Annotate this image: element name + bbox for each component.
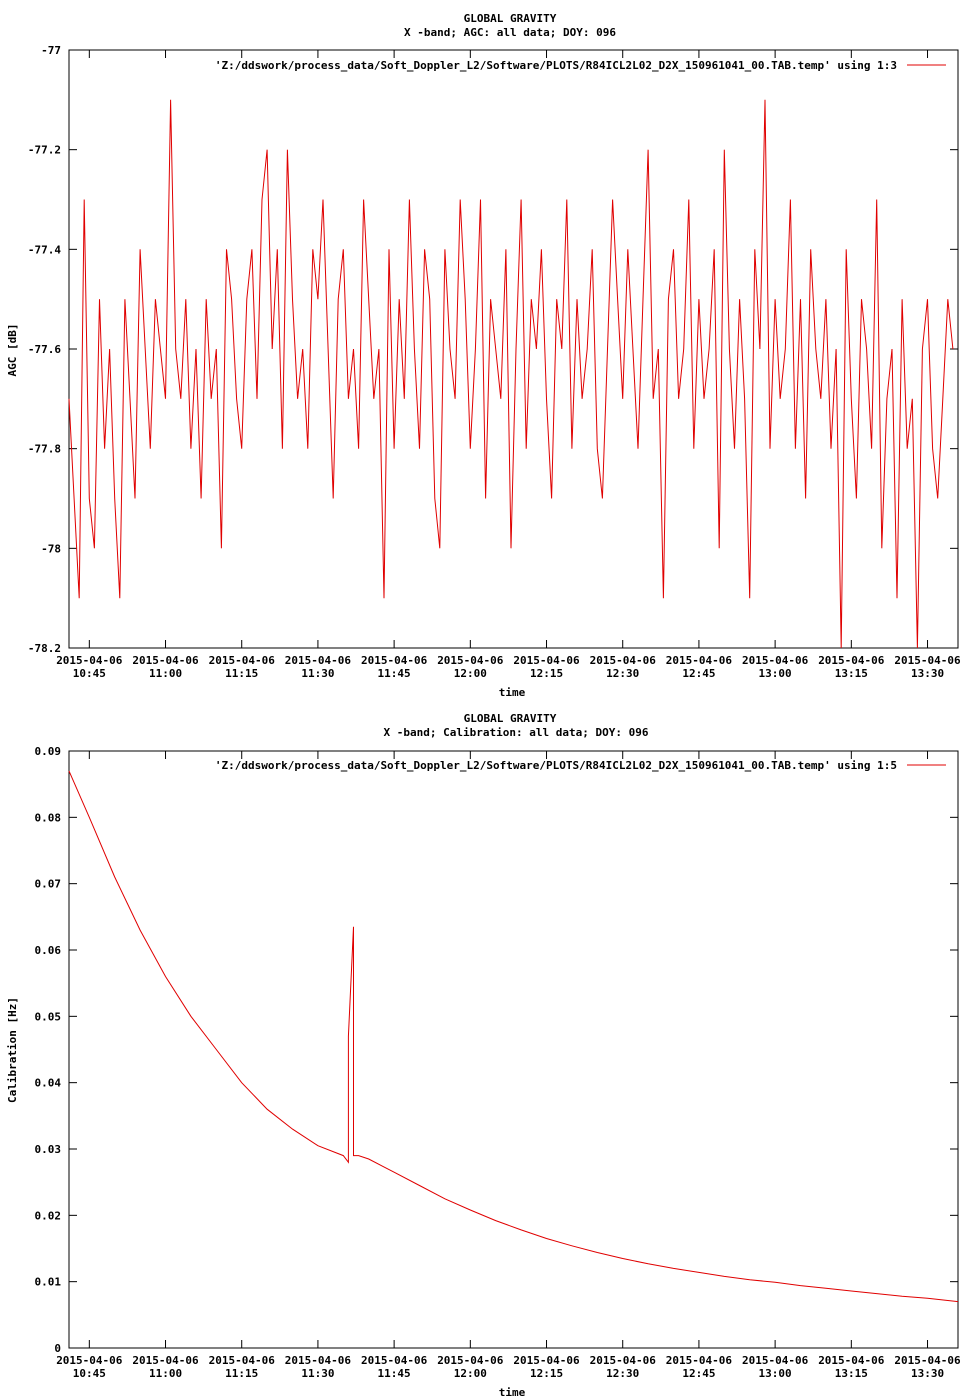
chart2-ytick-label: 0.03 [35, 1143, 62, 1156]
chart2-series-line [68, 770, 959, 1303]
chart1-xtick-date: 2015-04-06 [590, 654, 657, 667]
chart2-ytick-label: 0.02 [35, 1209, 62, 1222]
chart1-subtitle: X -band; AGC: all data; DOY: 096 [404, 26, 616, 39]
chart2-xtick-date: 2015-04-06 [361, 1354, 428, 1367]
chart2-xtick-time: 13:30 [911, 1367, 944, 1380]
chart2-ytick-label: 0.07 [35, 878, 62, 891]
chart1-legend-label: 'Z:/ddswork/process_data/Soft_Doppler_L2… [215, 59, 897, 72]
chart2-plot-frame [68, 750, 959, 1349]
chart2-xtick-time: 11:30 [301, 1367, 334, 1380]
chart2-ytick-label: 0.04 [35, 1077, 62, 1090]
chart1-xtick-date: 2015-04-06 [666, 654, 733, 667]
chart2-xlabel: time [499, 1386, 526, 1399]
chart1-xtick-date: 2015-04-06 [56, 654, 123, 667]
chart1-ytick-label: -77 [41, 44, 61, 57]
chart2-ytick-label: 0.09 [35, 745, 62, 758]
chart2-xtick-date: 2015-04-06 [132, 1354, 199, 1367]
chart2-xtick-date: 2015-04-06 [209, 1354, 276, 1367]
chart1-ylabel: AGC [dB] [6, 324, 19, 377]
chart2-ytick-label: 0.05 [35, 1010, 62, 1023]
chart2-xtick-date: 2015-04-06 [742, 1354, 809, 1367]
chart1-ytick-label: -77.8 [28, 443, 61, 456]
chart2-ytick-label: 0.01 [35, 1276, 62, 1289]
chart2-xtick-time: 11:00 [149, 1367, 182, 1380]
chart2-xtick-date: 2015-04-06 [666, 1354, 733, 1367]
chart1-title: GLOBAL GRAVITY [464, 12, 557, 25]
chart2-xtick-date: 2015-04-06 [285, 1354, 352, 1367]
chart1-xtick-date: 2015-04-06 [132, 654, 199, 667]
chart1-xtick-time: 11:00 [149, 667, 182, 680]
chart2-xtick-time: 12:45 [682, 1367, 715, 1380]
chart2-xtick-date: 2015-04-06 [437, 1354, 504, 1367]
chart1-ytick-label: -78.2 [28, 642, 61, 655]
chart2-xtick-time: 13:00 [759, 1367, 792, 1380]
chart2-xtick-time: 11:15 [225, 1367, 258, 1380]
chart1-xtick-time: 13:15 [835, 667, 868, 680]
chart1-xtick-time: 13:00 [759, 667, 792, 680]
chart1-xtick-time: 12:00 [454, 667, 487, 680]
chart1-ytick-label: -77.6 [28, 343, 61, 356]
chart2-xtick-date: 2015-04-06 [818, 1354, 885, 1367]
chart2-xtick-time: 12:15 [530, 1367, 563, 1380]
chart1-xlabel: time [499, 686, 526, 699]
chart2-xtick-time: 10:45 [73, 1367, 106, 1380]
chart1-xtick-date: 2015-04-06 [209, 654, 276, 667]
chart1-xtick-time: 10:45 [73, 667, 106, 680]
chart1-xtick-time: 12:15 [530, 667, 563, 680]
chart2-xtick-time: 13:15 [835, 1367, 868, 1380]
chart2-xtick-time: 12:30 [606, 1367, 639, 1380]
chart2-ylabel: Calibration [Hz] [6, 997, 19, 1103]
chart1-xtick-time: 11:15 [225, 667, 258, 680]
chart1-xtick-date: 2015-04-06 [285, 654, 352, 667]
chart2-title: GLOBAL GRAVITY [464, 712, 557, 725]
chart2-xtick-date: 2015-04-06 [56, 1354, 123, 1367]
chart2-xtick-date: 2015-04-06 [894, 1354, 961, 1367]
chart1-xtick-time: 12:30 [606, 667, 639, 680]
chart2-xtick-time: 11:45 [378, 1367, 411, 1380]
chart2-ytick-label: 0.06 [35, 944, 62, 957]
chart1-series-line [68, 99, 954, 649]
chart2-xtick-time: 12:00 [454, 1367, 487, 1380]
chart1-xtick-date: 2015-04-06 [818, 654, 885, 667]
chart1-xtick-time: 12:45 [682, 667, 715, 680]
chart1-ytick-label: -77.2 [28, 144, 61, 157]
chart1-xtick-time: 11:30 [301, 667, 334, 680]
chart1-ytick-label: -77.4 [28, 243, 61, 256]
chart1-xtick-time: 13:30 [911, 667, 944, 680]
chart1-xtick-date: 2015-04-06 [742, 654, 809, 667]
chart2-legend-label: 'Z:/ddswork/process_data/Soft_Doppler_L2… [215, 759, 897, 772]
chart1-xtick-date: 2015-04-06 [361, 654, 428, 667]
chart1-xtick-date: 2015-04-06 [437, 654, 504, 667]
chart1-plot-frame [68, 49, 959, 649]
chart1-xtick-time: 11:45 [378, 667, 411, 680]
chart2-xtick-date: 2015-04-06 [513, 1354, 580, 1367]
chart1-xtick-date: 2015-04-06 [513, 654, 580, 667]
chart2-subtitle: X -band; Calibration: all data; DOY: 096 [384, 726, 649, 739]
chart1-ytick-label: -78 [41, 542, 61, 555]
chart2-ytick-label: 0.08 [35, 811, 62, 824]
chart2-xtick-date: 2015-04-06 [590, 1354, 657, 1367]
chart1-xtick-date: 2015-04-06 [894, 654, 961, 667]
chart2-ytick-label: 0 [54, 1342, 61, 1355]
